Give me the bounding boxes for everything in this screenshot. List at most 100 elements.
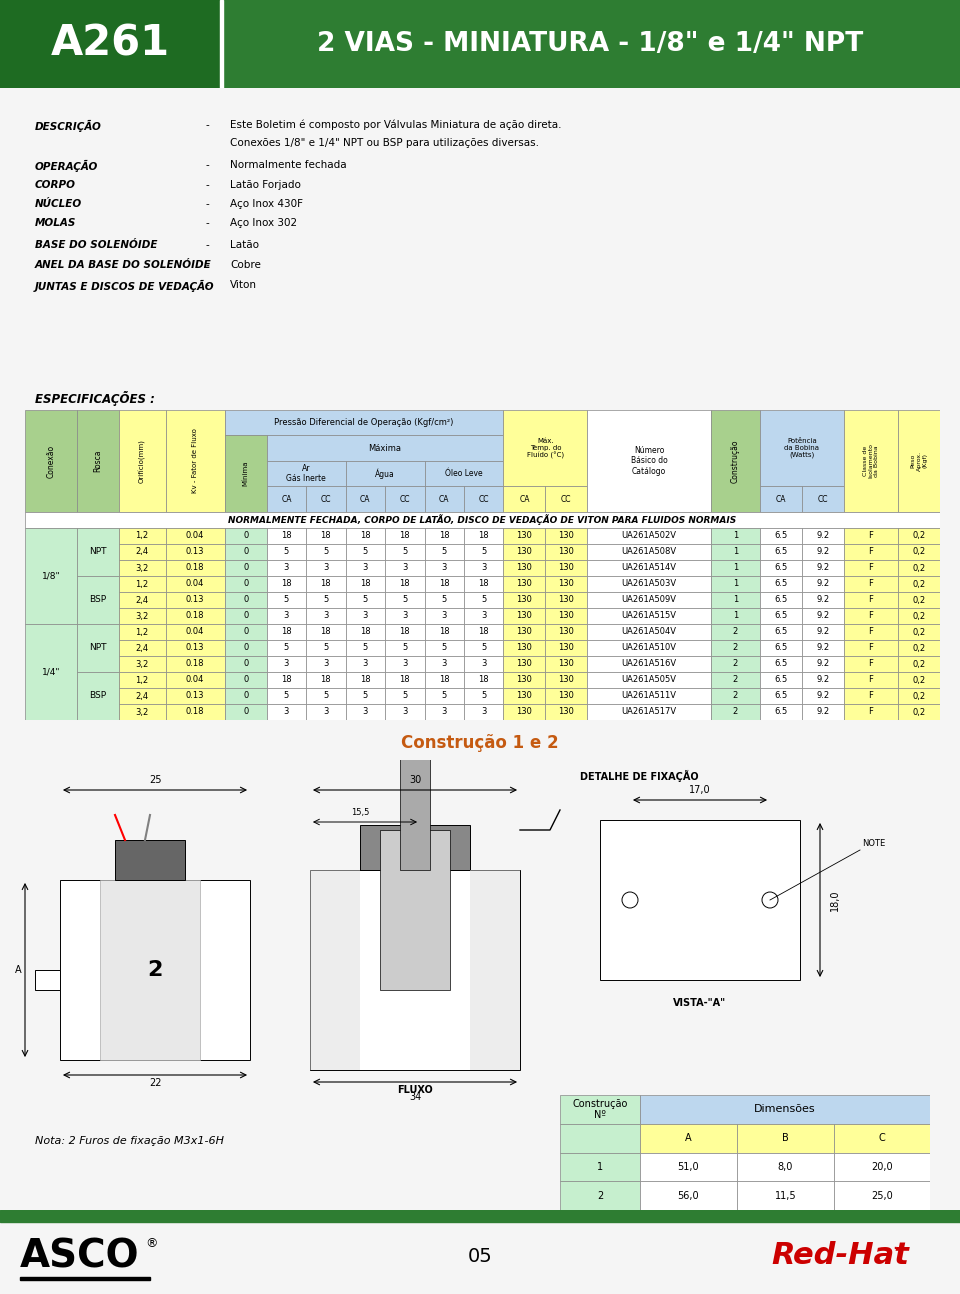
Bar [346, 656, 385, 672]
Bar [225, 672, 267, 688]
Text: 9.2: 9.2 [816, 612, 829, 621]
Text: UA261A509V: UA261A509V [621, 595, 677, 604]
Text: ESPECIFICAÇÕES :: ESPECIFICAÇÕES : [35, 391, 155, 405]
Bar [306, 608, 346, 624]
Bar [220, 0, 223, 88]
Text: 5: 5 [363, 595, 368, 604]
Bar [225, 543, 267, 560]
Text: 130: 130 [559, 708, 574, 717]
Text: 18: 18 [360, 580, 371, 589]
Text: 0.18: 0.18 [186, 612, 204, 621]
Bar [802, 591, 844, 608]
Text: 2,4: 2,4 [135, 595, 149, 604]
Bar [464, 543, 503, 560]
Bar [306, 656, 346, 672]
Circle shape [762, 892, 778, 908]
Text: 2,4: 2,4 [135, 547, 149, 556]
Text: UA261A504V: UA261A504V [621, 628, 677, 637]
Text: Óleo Leve: Óleo Leve [445, 470, 483, 479]
Text: 0,2: 0,2 [912, 595, 925, 604]
Bar [0, 1210, 960, 1222]
Text: 0,2: 0,2 [912, 628, 925, 637]
Bar [385, 487, 424, 512]
Bar [588, 688, 710, 704]
Text: 18: 18 [360, 532, 371, 541]
Text: 130: 130 [559, 532, 574, 541]
Text: 5: 5 [363, 691, 368, 700]
Text: 3: 3 [324, 708, 328, 717]
Text: 18: 18 [399, 628, 410, 637]
Bar [588, 704, 710, 719]
Text: 2: 2 [147, 960, 162, 980]
Text: ®: ® [145, 1237, 157, 1250]
Text: F: F [869, 580, 874, 589]
Text: Nota: 2 Furos de fixação M3x1-6H: Nota: 2 Furos de fixação M3x1-6H [35, 1136, 224, 1146]
Bar [545, 641, 588, 656]
Bar [588, 591, 710, 608]
Text: 3: 3 [363, 612, 368, 621]
Text: 18: 18 [399, 580, 410, 589]
Text: 3: 3 [481, 612, 487, 621]
Bar [424, 608, 464, 624]
Bar [385, 704, 424, 719]
Bar [898, 576, 940, 591]
Bar [588, 672, 710, 688]
Bar [464, 704, 503, 719]
Text: -: - [205, 180, 208, 190]
Text: 1: 1 [732, 580, 738, 589]
Text: 1: 1 [732, 532, 738, 541]
Text: 22: 22 [149, 1078, 161, 1088]
Text: 130: 130 [559, 563, 574, 572]
Text: 6.5: 6.5 [775, 580, 787, 589]
Bar [385, 608, 424, 624]
Text: 3: 3 [481, 660, 487, 669]
Bar [760, 656, 802, 672]
Text: 25: 25 [149, 775, 161, 785]
Bar [545, 608, 588, 624]
Bar [165, 624, 225, 641]
Text: 3: 3 [363, 563, 368, 572]
Text: 6.5: 6.5 [775, 691, 787, 700]
Text: ASCO: ASCO [20, 1237, 140, 1275]
Bar [424, 543, 464, 560]
Bar [545, 704, 588, 719]
Text: 0: 0 [243, 708, 249, 717]
Bar [545, 487, 588, 512]
Bar [464, 624, 503, 641]
Bar [165, 688, 225, 704]
Text: 6.5: 6.5 [775, 563, 787, 572]
Bar [306, 704, 346, 719]
Bar [165, 641, 225, 656]
Text: 6.5: 6.5 [775, 643, 787, 652]
Text: 3,2: 3,2 [135, 563, 149, 572]
Bar [165, 576, 225, 591]
Bar [306, 487, 346, 512]
Bar [802, 487, 844, 512]
Text: OPERAÇÃO: OPERAÇÃO [35, 160, 98, 172]
Bar [306, 672, 346, 688]
Text: Ar
Gás Inerte: Ar Gás Inerte [286, 465, 326, 484]
Bar [385, 641, 424, 656]
Bar [588, 410, 710, 512]
Text: 3: 3 [284, 612, 289, 621]
Text: .: . [892, 1234, 898, 1253]
Text: 0,2: 0,2 [912, 643, 925, 652]
Bar [225, 656, 267, 672]
Bar [267, 608, 306, 624]
Bar [77, 672, 119, 719]
Text: 18: 18 [399, 532, 410, 541]
Bar [424, 641, 464, 656]
Text: BSP: BSP [89, 595, 107, 604]
Bar [898, 560, 940, 576]
Bar [802, 608, 844, 624]
Bar [898, 704, 940, 719]
Bar [898, 528, 940, 543]
Bar [346, 591, 385, 608]
Text: UA261A516V: UA261A516V [621, 660, 677, 669]
Text: 3,2: 3,2 [135, 708, 149, 717]
Text: FLUXO: FLUXO [397, 1084, 433, 1095]
Text: 2: 2 [732, 708, 738, 717]
Text: 25,0: 25,0 [871, 1190, 893, 1201]
Bar [35, 970, 60, 990]
Text: 2: 2 [732, 643, 738, 652]
